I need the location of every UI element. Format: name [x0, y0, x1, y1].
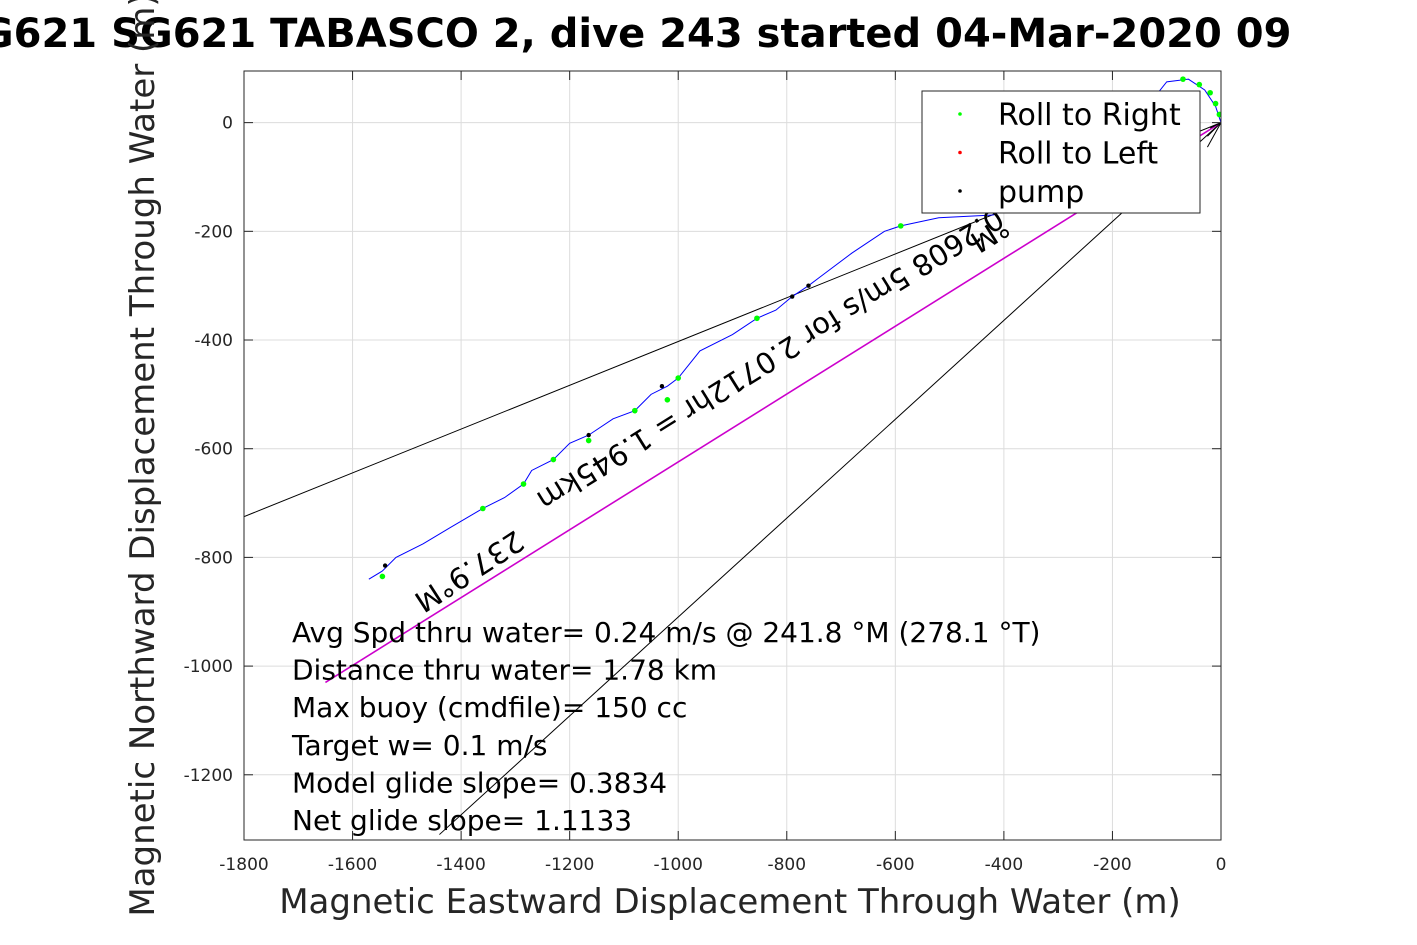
roll-right-marker — [550, 456, 557, 463]
x-tick-label: -1600 — [328, 855, 377, 875]
y-tick-label: -1000 — [184, 657, 233, 677]
fan-line — [1206, 122, 1221, 148]
legend-marker — [958, 112, 962, 116]
tick-labels: -1800 -1600 -1400 -1200 -1000 -800 -600 -400 -20… — [184, 114, 1227, 875]
stat-line: Max buoy (cmdfile)= 150 cc — [292, 691, 687, 724]
roll-right-marker — [379, 573, 386, 580]
legend-label: Roll to Right — [998, 98, 1181, 133]
pump-marker — [659, 384, 665, 389]
roll-right-marker — [1196, 81, 1203, 88]
x-tick-label: -200 — [1093, 855, 1132, 875]
roll-right-marker — [1207, 89, 1213, 96]
roll-right-marker — [520, 481, 527, 487]
roll-right-marker — [1180, 76, 1186, 82]
stats-block: Avg Spd thru water= 0.24 m/s @ 241.8 °M … — [291, 616, 1040, 837]
y-tick-label: -600 — [194, 440, 233, 460]
stat-line: Distance thru water= 1.78 km — [292, 654, 717, 687]
y-axis-label: Magnetic Northward Displacement Through … — [123, 0, 163, 917]
legend-label: pump — [998, 175, 1084, 210]
roll-right-marker — [897, 223, 904, 229]
x-axis-label: Magnetic Eastward Displacement Through W… — [279, 882, 1181, 922]
stat-line: Avg Spd thru water= 0.24 m/s @ 241.8 °M … — [292, 616, 1040, 649]
x-tick-label: -1200 — [545, 855, 594, 875]
roll-right-marker — [585, 437, 592, 444]
roll-right-marker — [480, 505, 486, 512]
roll-right-marker — [1216, 111, 1221, 118]
legend-marker — [958, 189, 962, 193]
pump-marker — [790, 294, 795, 299]
stat-line: Target w= 0.1 m/s — [291, 729, 548, 762]
legend-label: Roll to Left — [998, 137, 1158, 172]
roll-right-marker — [664, 396, 671, 403]
x-tick-label: 0 — [1216, 855, 1227, 875]
axes-box — [243, 70, 1222, 841]
grid — [243, 71, 1222, 840]
y-tick-label: -1200 — [184, 766, 233, 786]
tick-marks — [243, 71, 1222, 840]
x-tick-label: -1800 — [219, 855, 268, 875]
pump-marker — [806, 283, 811, 288]
y-tick-label: -800 — [194, 548, 233, 568]
roll-right-marker — [675, 375, 682, 381]
fan-line — [1207, 122, 1221, 137]
roll-right-marker — [754, 315, 760, 322]
current-vector-line — [324, 121, 1221, 684]
pump-marker — [586, 432, 591, 438]
chart-title: SG621 SG621 TABASCO 2, dive 243 started … — [0, 11, 1291, 57]
y-tick-label: -200 — [194, 222, 233, 242]
roll-right-marker — [1212, 100, 1219, 107]
pump-marker — [382, 563, 388, 568]
x-tick-label: -1400 — [436, 855, 485, 875]
heading-ray-line — [439, 122, 1221, 835]
stat-line: Net glide slope= 1.1133 — [292, 804, 632, 837]
legend-marker — [958, 150, 962, 155]
y-tick-label: 0 — [222, 114, 233, 134]
x-tick-label: -800 — [767, 855, 806, 875]
fan-line — [1209, 122, 1221, 129]
x-tick-label: -400 — [985, 855, 1024, 875]
x-tick-label: -600 — [876, 855, 915, 875]
legend-box — [921, 90, 1201, 214]
x-tick-label: -1000 — [654, 855, 703, 875]
roll-right-marker — [632, 407, 638, 414]
stat-line: Model glide slope= 0.3834 — [292, 766, 667, 799]
y-tick-label: -400 — [194, 331, 233, 351]
